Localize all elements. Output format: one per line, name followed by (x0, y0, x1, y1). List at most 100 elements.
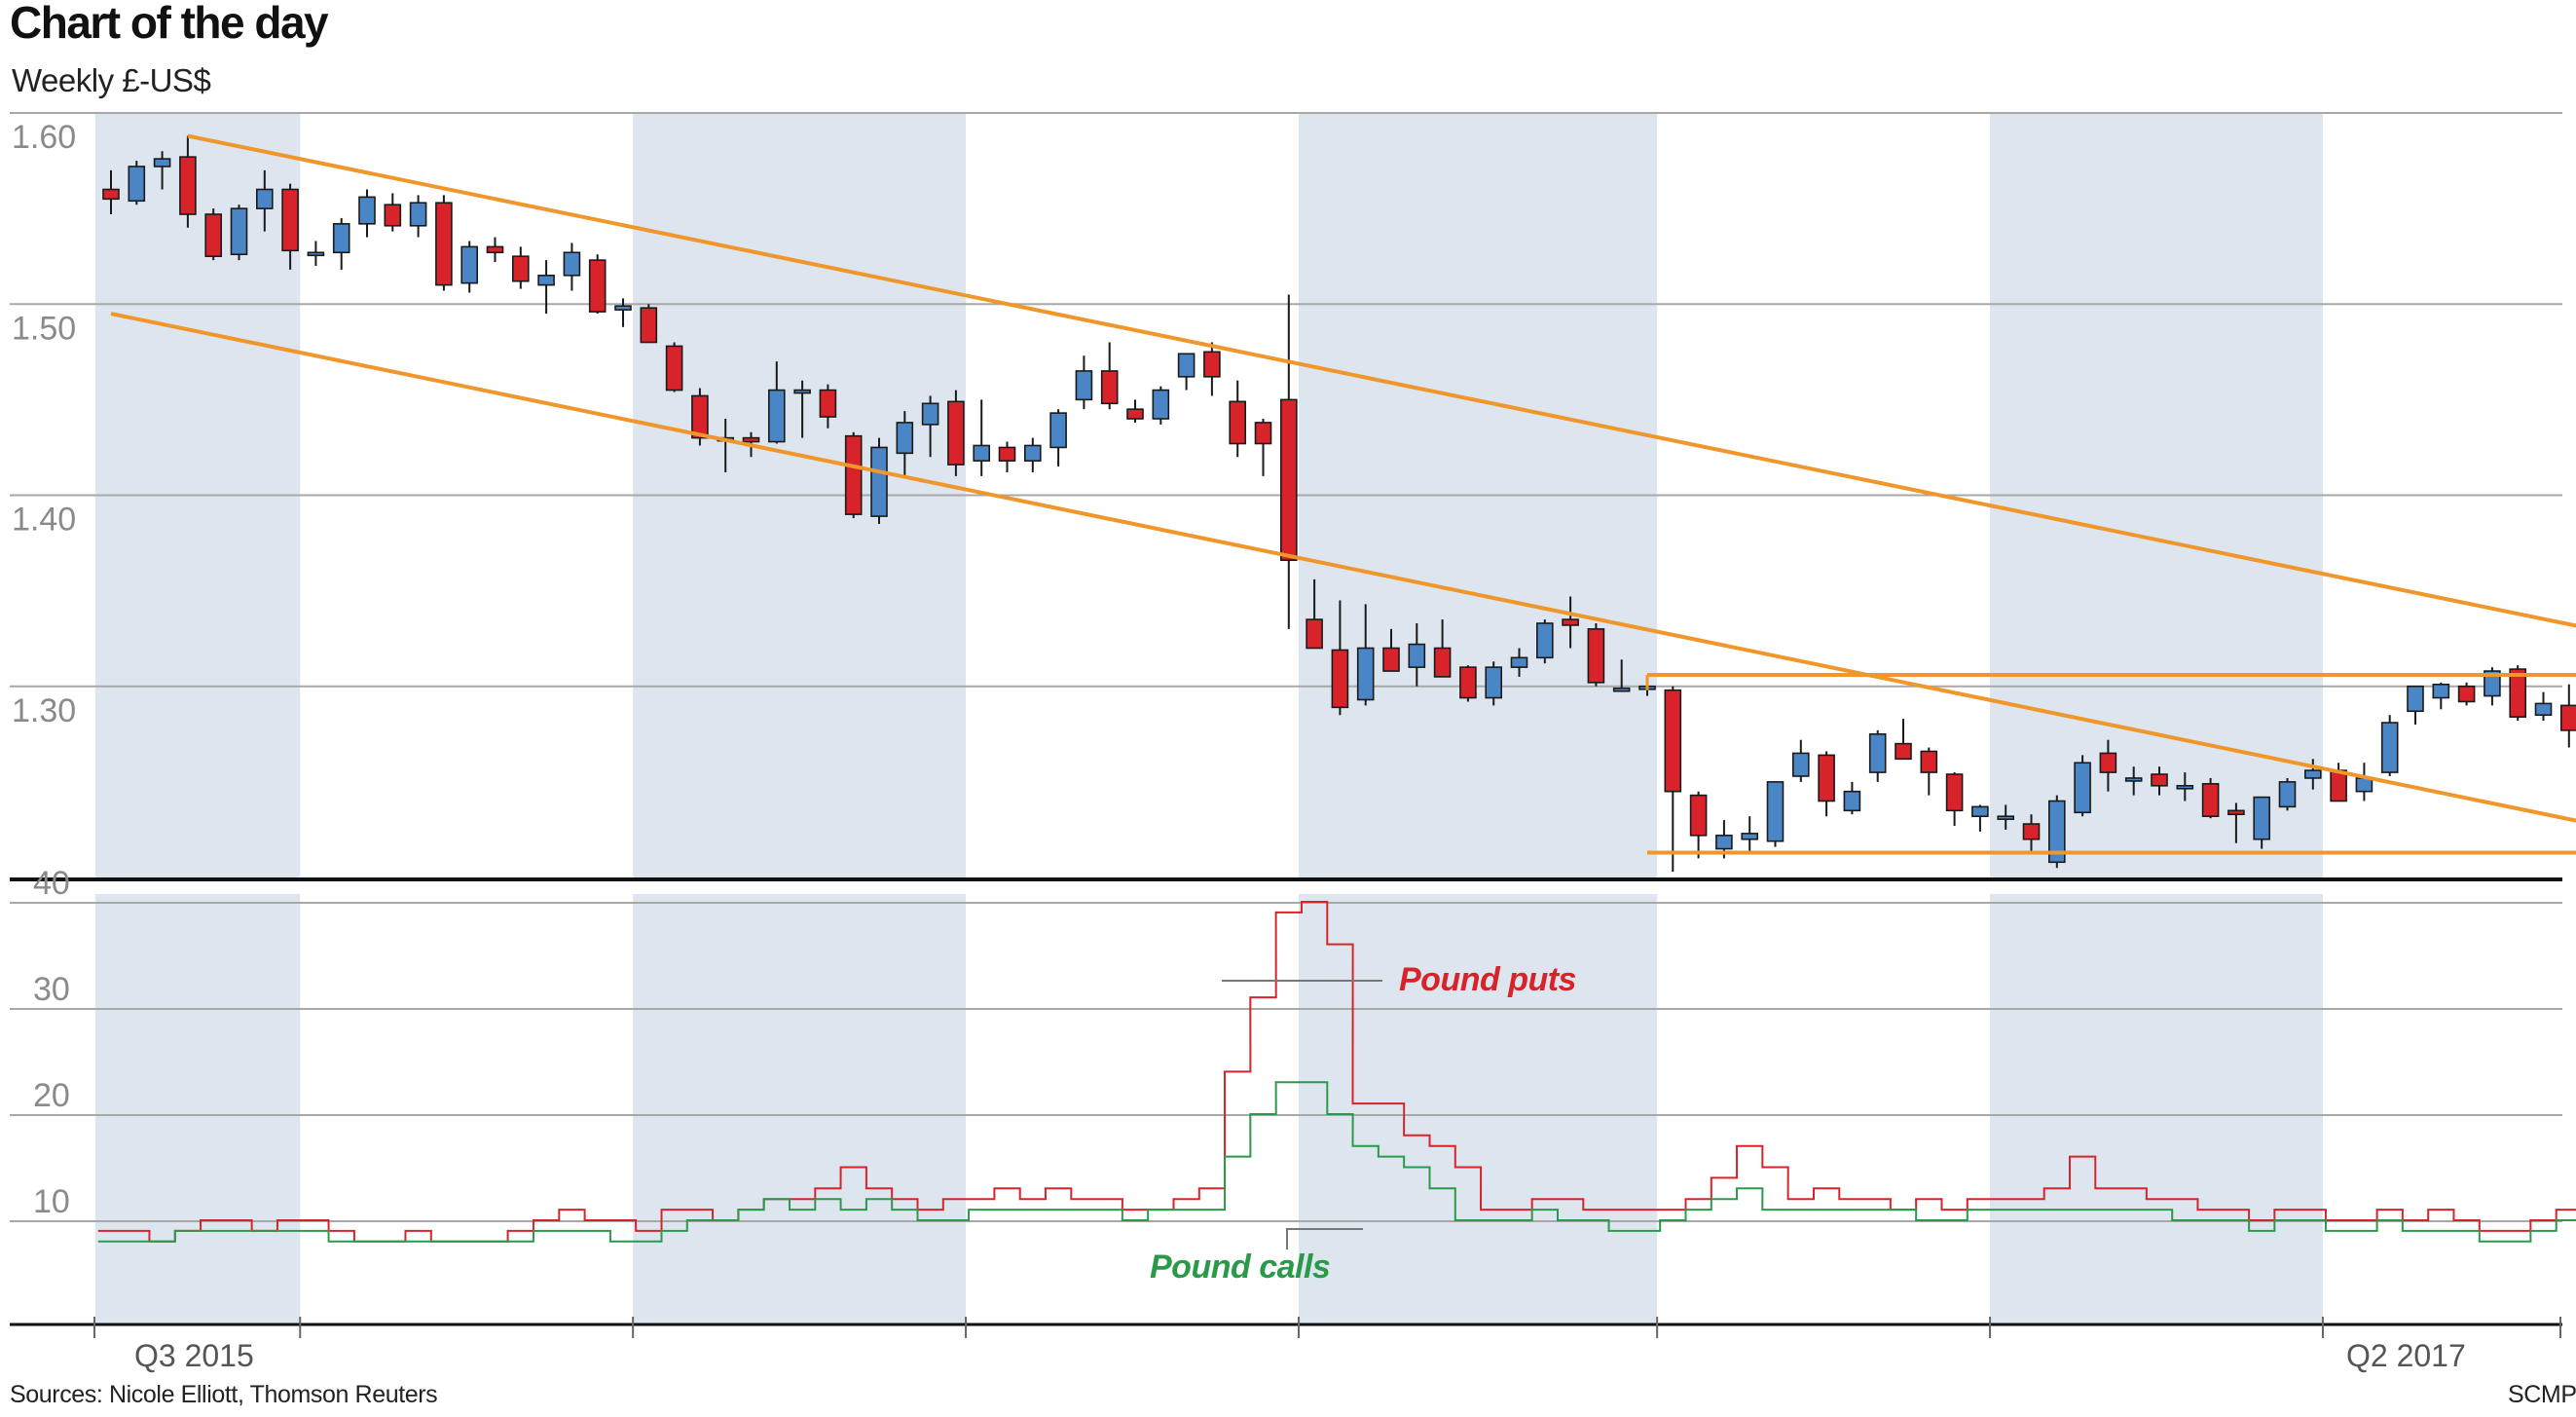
candle-body (1997, 815, 2014, 821)
candle (2022, 814, 2041, 855)
candle (1843, 781, 1861, 815)
candle (1229, 380, 1246, 458)
candle-body (2022, 823, 2041, 840)
candle-body (2048, 800, 2066, 864)
options-series-1 (97, 1081, 2576, 1243)
candle (2355, 763, 2374, 802)
candle (2432, 682, 2450, 710)
credit-label: SCMP (2508, 1381, 2576, 1408)
candle-body (2124, 777, 2143, 782)
candle (1612, 659, 1631, 692)
candle (1408, 622, 1426, 687)
candle-body (2432, 683, 2450, 699)
candle-body (486, 245, 504, 254)
candle (767, 361, 786, 444)
candle-body (2074, 762, 2091, 814)
trendline-1 (110, 312, 2576, 823)
candle-body (281, 188, 299, 252)
candle-body (1152, 389, 1170, 420)
candle (1382, 628, 1400, 672)
candle-body (2484, 670, 2501, 697)
candle-body (1664, 689, 1682, 793)
candle (2330, 763, 2347, 802)
candle-body (1741, 833, 1758, 840)
trendline-0 (187, 133, 2576, 628)
candle-body (819, 389, 837, 418)
candle (2124, 766, 2143, 796)
candle (1536, 619, 1554, 664)
candle (793, 380, 811, 438)
candle (1356, 604, 1375, 706)
candle (384, 193, 402, 232)
candle-body (2278, 781, 2297, 808)
candle-body (537, 275, 555, 286)
candle-body (384, 204, 402, 227)
candle (2201, 777, 2220, 819)
candle-body (896, 422, 914, 455)
candle-body (409, 202, 427, 227)
candle-body (1843, 790, 1861, 812)
candle-body (1177, 353, 1196, 378)
candle-body (128, 166, 146, 203)
candle-body (1049, 412, 1067, 449)
candle (409, 195, 427, 238)
candle-body (230, 207, 248, 256)
candle-body (1818, 754, 1835, 802)
candlestick-series (102, 135, 2576, 873)
candle (844, 431, 863, 519)
candle (435, 195, 453, 291)
candle (1510, 648, 1528, 677)
candle-body (2304, 769, 2322, 779)
candle (2176, 772, 2194, 802)
candle (921, 395, 939, 458)
candle-body (204, 213, 222, 257)
x-tick-label: Q2 2017 (2346, 1338, 2466, 1373)
candle (870, 437, 888, 524)
shaded-band-options-0 (94, 894, 301, 1324)
candle (1306, 578, 1323, 650)
candle-body (1306, 618, 1323, 650)
candle (1664, 686, 1682, 873)
candle-body (1280, 398, 1298, 562)
candle-body (1075, 370, 1093, 401)
candle-body (1126, 408, 1144, 420)
candle (1177, 353, 1196, 391)
candle (1075, 355, 1093, 410)
candle (2457, 682, 2476, 706)
candle (179, 135, 197, 228)
y-tick-options: 40 (33, 865, 70, 902)
source-note: Sources: Nicole Elliott, Thomson Reuters (10, 1381, 438, 1408)
candle-body (1331, 649, 1349, 709)
annotation-pound-calls: Pound calls (1150, 1249, 1330, 1286)
x-tick-label: Q3 2015 (134, 1338, 254, 1373)
candle-body (1356, 647, 1375, 701)
candle-body (102, 188, 120, 201)
candle-body (1510, 656, 1528, 668)
candle (973, 399, 991, 476)
candle-body (307, 251, 325, 257)
candle (2534, 691, 2553, 722)
candle-body (153, 158, 171, 168)
candle (1689, 791, 1708, 859)
candle (1997, 804, 2014, 830)
candle-body (1868, 733, 1887, 773)
candle-body (1100, 370, 1119, 405)
candle (1945, 772, 1964, 827)
candle-body (1689, 794, 1708, 837)
candle (1766, 781, 1785, 847)
candle (1049, 409, 1067, 467)
candle-body (1792, 752, 1810, 777)
chart-title: Chart of the day (10, 0, 329, 48)
candle (1331, 600, 1349, 716)
candle (998, 441, 1016, 472)
x-axis: Q3 2015 Q2 2017 (10, 1317, 2562, 1373)
candle (2151, 766, 2168, 796)
candle-body (1766, 781, 1785, 842)
candle-body (921, 402, 939, 426)
candle (2278, 777, 2297, 811)
candle (640, 304, 658, 344)
options-series (97, 901, 2576, 1243)
trendlines (110, 133, 2576, 855)
candle-body (435, 202, 453, 286)
candle-body (255, 188, 274, 209)
